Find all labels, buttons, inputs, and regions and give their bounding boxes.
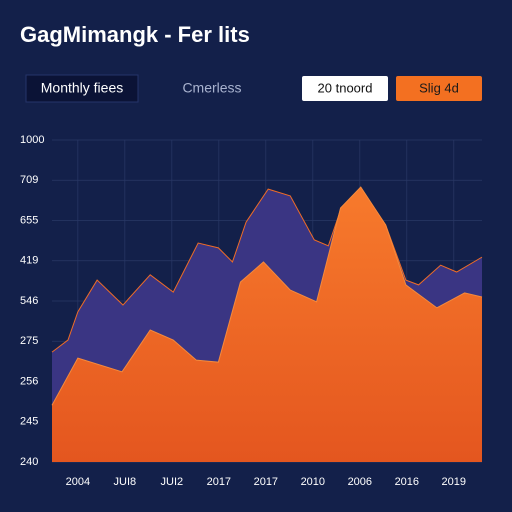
x-tick-label: 2016 — [395, 476, 419, 488]
y-tick-label: 245 — [20, 416, 38, 428]
button-label[interactable]: Slig 4d — [419, 80, 459, 95]
x-tick-label: 2006 — [348, 476, 372, 488]
area — [52, 187, 482, 462]
button-label[interactable]: 20 tnoord — [318, 80, 373, 95]
title: GagMimangk - Fer lits — [20, 22, 250, 47]
button[interactable] — [302, 76, 388, 101]
y-tick-label: 275 — [20, 335, 38, 347]
y-tick-label: 256 — [20, 375, 38, 387]
y-tick-label: 655 — [20, 214, 38, 226]
tab[interactable] — [25, 74, 139, 103]
y-tick-label: 1000 — [20, 134, 44, 146]
y-tick-label: 240 — [20, 456, 38, 468]
x-tick-label: 2017 — [254, 476, 278, 488]
tab-label[interactable]: Cmerless — [182, 80, 241, 96]
x-tick-label: JUI8 — [114, 476, 137, 488]
x-tick-label: JUI2 — [161, 476, 184, 488]
tab-label[interactable]: Monthly fiees — [41, 80, 123, 96]
area-outline — [51, 186, 483, 406]
area-outline — [51, 187, 483, 353]
x-tick-label: 2004 — [66, 476, 90, 488]
y-tick-label: 546 — [20, 295, 38, 307]
x-tick-label: 2017 — [207, 476, 231, 488]
button[interactable] — [396, 76, 482, 101]
x-tick-label: 2010 — [301, 476, 325, 488]
y-tick-label: 709 — [20, 174, 38, 186]
x-tick-label: 2019 — [442, 476, 466, 488]
y-tick-label: 419 — [20, 255, 38, 267]
